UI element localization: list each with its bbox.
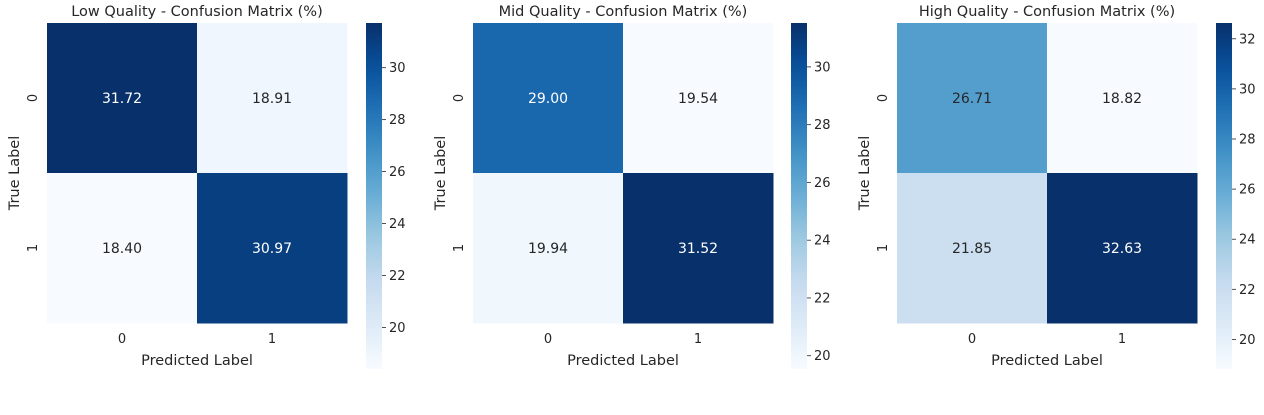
colorbar-tick-label: 24 — [1239, 233, 1256, 248]
chart-title: High Quality - Confusion Matrix (%) — [919, 4, 1175, 20]
colorbar-tick-label: 20 — [814, 349, 831, 364]
colorbar-tick-label: 24 — [389, 217, 406, 232]
x-tick-label: 0 — [544, 332, 552, 347]
colorbar-tick-label: 22 — [389, 269, 406, 284]
cell-value-label: 18.40 — [102, 241, 142, 257]
cell-value-label: 31.72 — [102, 91, 142, 107]
y-tick-label: 1 — [452, 244, 467, 252]
cell-value-label: 19.54 — [678, 91, 718, 107]
chart-title: Low Quality - Confusion Matrix (%) — [71, 4, 323, 20]
cell-value-label: 31.52 — [678, 241, 718, 257]
cell-value-label: 18.82 — [1102, 91, 1142, 107]
colorbar-tick-label: 22 — [814, 291, 831, 306]
y-tick-label: 1 — [26, 244, 41, 252]
y-axis-label: True Label — [857, 136, 873, 212]
colorbar-tick-label: 30 — [814, 60, 831, 75]
colorbar — [1216, 23, 1232, 369]
cell-value-label: 26.71 — [952, 91, 992, 107]
cell-value-label: 18.91 — [252, 91, 292, 107]
heatmap-panel-1: Mid Quality - Confusion Matrix (%) 29.00 1… — [433, 4, 831, 369]
colorbar-tick-label: 28 — [1239, 133, 1256, 148]
x-axis-label: Predicted Label — [567, 353, 679, 369]
heatmap-cell — [473, 173, 624, 324]
heatmap-cell — [1047, 173, 1198, 324]
colorbar-tick-label: 24 — [814, 234, 831, 249]
chart-title: Mid Quality - Confusion Matrix (%) — [499, 4, 748, 20]
colorbar-tick-label: 20 — [389, 321, 406, 336]
colorbar-tick-label: 30 — [389, 61, 406, 76]
y-axis-label: True Label — [433, 136, 449, 212]
colorbar-tick-label: 32 — [1239, 32, 1256, 47]
heatmap-panel-0: Low Quality - Confusion Matrix (%) 31.72 1… — [7, 4, 406, 369]
cell-value-label: 30.97 — [252, 241, 292, 257]
colorbar-tick-label: 28 — [389, 113, 406, 128]
heatmap-cell — [623, 173, 774, 324]
cell-value-label: 32.63 — [1102, 241, 1142, 257]
colorbar-tick-label: 30 — [1239, 82, 1256, 97]
heatmap-cell — [47, 173, 198, 324]
colorbar — [791, 23, 807, 369]
x-tick-label: 1 — [694, 332, 702, 347]
colorbar-tick-label: 26 — [814, 176, 831, 191]
y-tick-label: 0 — [876, 94, 891, 102]
heatmap-cell — [623, 23, 774, 174]
heatmap-cell — [897, 23, 1048, 174]
heatmap-cell — [1047, 23, 1198, 174]
colorbar-tick-label: 26 — [389, 165, 406, 180]
heatmap-cell — [473, 23, 624, 174]
colorbar-tick-label: 26 — [1239, 183, 1256, 198]
colorbar — [366, 23, 382, 369]
x-axis-label: Predicted Label — [991, 353, 1103, 369]
cell-value-label: 21.85 — [952, 241, 992, 257]
y-tick-label: 0 — [26, 94, 41, 102]
cell-value-label: 29.00 — [528, 91, 568, 107]
x-tick-label: 1 — [268, 332, 276, 347]
heatmap-cell — [897, 173, 1048, 324]
heatmap-cell — [197, 23, 348, 174]
x-tick-label: 0 — [968, 332, 976, 347]
x-tick-label: 1 — [1118, 332, 1126, 347]
colorbar-tick-label: 22 — [1239, 283, 1256, 298]
heatmap-cell — [47, 23, 198, 174]
y-tick-label: 0 — [452, 94, 467, 102]
y-axis-label: True Label — [7, 136, 23, 212]
heatmap-cell — [197, 173, 348, 324]
colorbar-tick-label: 28 — [814, 118, 831, 133]
cell-value-label: 19.94 — [528, 241, 568, 257]
heatmap-panel-2: High Quality - Confusion Matrix (%) 26.71… — [857, 4, 1256, 369]
y-tick-label: 1 — [876, 244, 891, 252]
x-axis-label: Predicted Label — [141, 353, 253, 369]
x-tick-label: 0 — [118, 332, 126, 347]
colorbar-tick-label: 20 — [1239, 333, 1256, 348]
